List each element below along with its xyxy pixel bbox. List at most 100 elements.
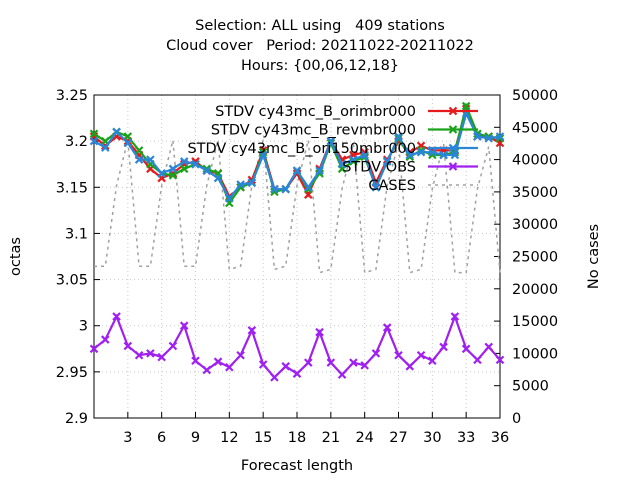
data-point [303,358,313,367]
data-point [326,136,336,146]
y2-tick-label: 45000 [512,120,558,136]
y-tick-label: 3.15 [56,180,88,196]
data-point [382,157,392,166]
data-point [439,150,448,160]
data-point [394,132,403,141]
legend-label: STDV cy43mc_B_orimbr000 [215,104,416,120]
data-point [349,155,358,164]
x-tick-label: 30 [423,430,441,446]
data-point [303,183,313,192]
y2-tick-label: 0 [512,411,521,427]
series-line-4 [94,140,501,274]
data-point [405,362,415,371]
y2-tick-label: 40000 [512,153,558,169]
data-point [382,323,392,332]
data-point [450,150,460,160]
data-point [484,134,494,143]
data-point [450,312,460,321]
data-point [179,321,189,330]
y2-tick-label: 20000 [512,282,558,298]
x-axis-label: Forecast length [241,458,353,474]
data-point [337,370,347,379]
data-point [179,157,189,166]
data-point [292,369,302,378]
data-point [168,341,178,351]
data-point [428,356,437,366]
x-tick-label: 36 [491,430,509,446]
y2-tick-label: 35000 [512,185,558,201]
y-tick-label: 3.05 [56,273,88,289]
data-point [371,183,381,192]
data-point [112,312,121,321]
data-point [168,171,178,180]
legend-label: STDV cy43mc_B_revmbr000 [211,123,416,139]
data-point [405,150,415,160]
data-point [484,342,494,352]
data-point [349,358,358,367]
x-tick-label: 12 [220,430,238,446]
data-point [326,358,336,367]
data-point [112,127,121,137]
y-axis-label: octas [8,237,24,276]
data-point [236,180,245,189]
data-point [394,350,403,360]
data-point [202,166,212,175]
data-point [146,155,155,164]
data-point [225,362,234,372]
y2-tick-label: 15000 [512,314,558,330]
data-point [337,159,347,169]
data-point [315,327,324,337]
y-tick-label: 3.25 [56,88,88,104]
data-point [473,355,482,365]
data-point [123,341,133,351]
legend-label: CASES [368,178,416,194]
chart-title-line-2: Cloud cover Period: 20211022-20211022 [166,38,474,54]
chart-title-line-3: Hours: {00,06,12,18} [240,58,400,74]
data-point [360,150,369,160]
data-point [461,344,471,354]
x-tick-label: 6 [157,430,166,446]
y2-tick-label: 25000 [512,250,558,266]
data-point [258,360,268,369]
data-point [281,184,291,194]
data-point [191,159,200,169]
data-point [157,352,166,362]
x-tick-label: 15 [254,430,272,446]
data-point [225,194,234,203]
data-point [168,164,178,174]
data-point [371,349,381,358]
legend-marker [448,162,458,171]
data-point [146,349,155,358]
x-tick-label: 18 [288,430,306,446]
data-point [495,355,505,365]
legend-marker [448,143,458,153]
axes: 3 6 9 12 15 18 21 24 27 30 33 362.92.9533.053.13.15… [56,88,558,446]
y2-tick-label: 30000 [512,217,558,233]
data-point [89,129,99,139]
data-point [292,166,302,175]
y2-tick-label: 50000 [512,88,558,104]
data-point [202,365,212,375]
x-tick-label: 3 [123,430,132,446]
data-point [258,150,268,160]
x-tick-label: 33 [457,430,475,446]
data-point [281,362,291,371]
data-point [315,166,324,175]
legend: STDV cy43mc_B_orimbr000 STDV cy43mc_B_rev… [187,104,478,194]
legend-label: STDV cy43mc_B_ori150mbr000 [187,141,416,157]
data-point [179,164,189,174]
data-point [191,356,200,366]
data-point [270,373,279,382]
y2-tick-label: 10000 [512,346,558,362]
series [89,101,505,382]
y-tick-label: 3 [79,319,88,335]
data-point [247,326,257,335]
data-point [157,169,166,178]
data-point [416,147,426,157]
data-point [439,342,448,352]
x-tick-label: 21 [322,430,340,446]
data-point [89,344,99,354]
data-point [123,138,133,148]
data-point [134,350,144,360]
